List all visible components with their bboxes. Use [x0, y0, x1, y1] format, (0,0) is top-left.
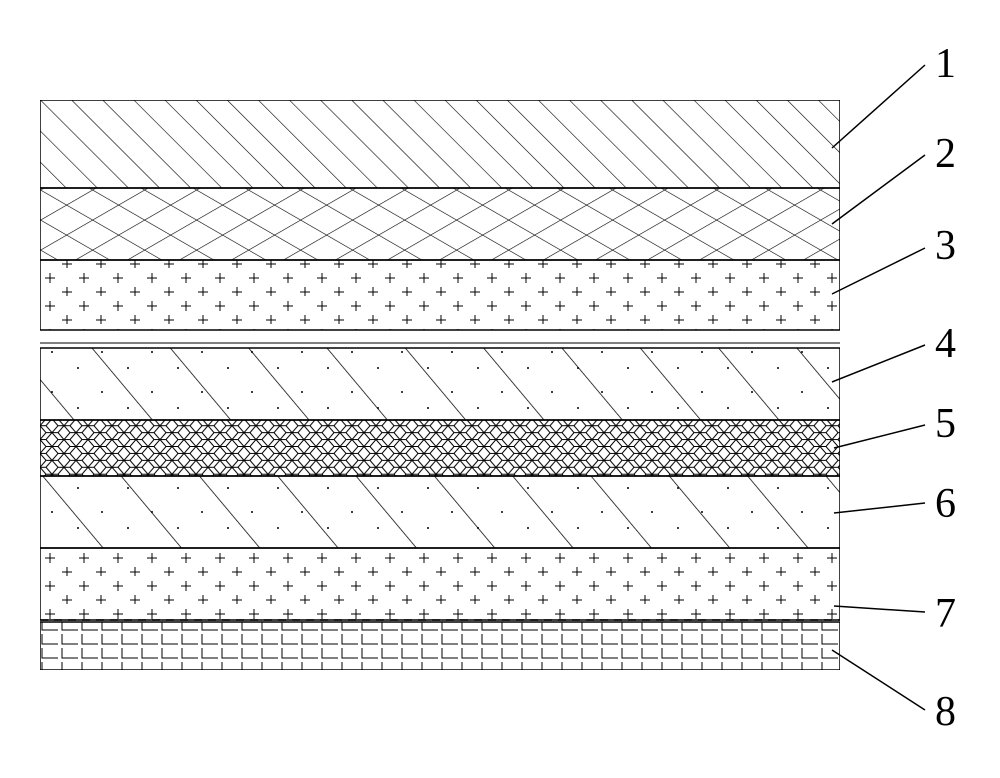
layer-diagram — [40, 100, 840, 670]
diagram-svg — [40, 100, 840, 670]
label-3: 3 — [935, 222, 956, 270]
layer-7 — [40, 548, 840, 620]
leader-7 — [834, 606, 925, 612]
label-1: 1 — [935, 40, 956, 88]
leader-1 — [832, 65, 925, 148]
label-7: 7 — [935, 590, 956, 638]
layer-3 — [40, 260, 840, 330]
leader-6 — [834, 503, 925, 513]
label-2: 2 — [935, 130, 956, 178]
layer-1 — [40, 100, 840, 188]
label-5: 5 — [935, 400, 956, 448]
leader-2 — [832, 155, 925, 224]
layer-5 — [40, 420, 840, 476]
label-4: 4 — [935, 320, 956, 368]
leader-8 — [832, 650, 925, 710]
leader-5 — [834, 425, 925, 448]
layer-8 — [40, 622, 840, 670]
label-8: 8 — [935, 688, 956, 736]
label-6: 6 — [935, 480, 956, 528]
leader-4 — [832, 345, 925, 382]
leader-3 — [832, 248, 925, 294]
